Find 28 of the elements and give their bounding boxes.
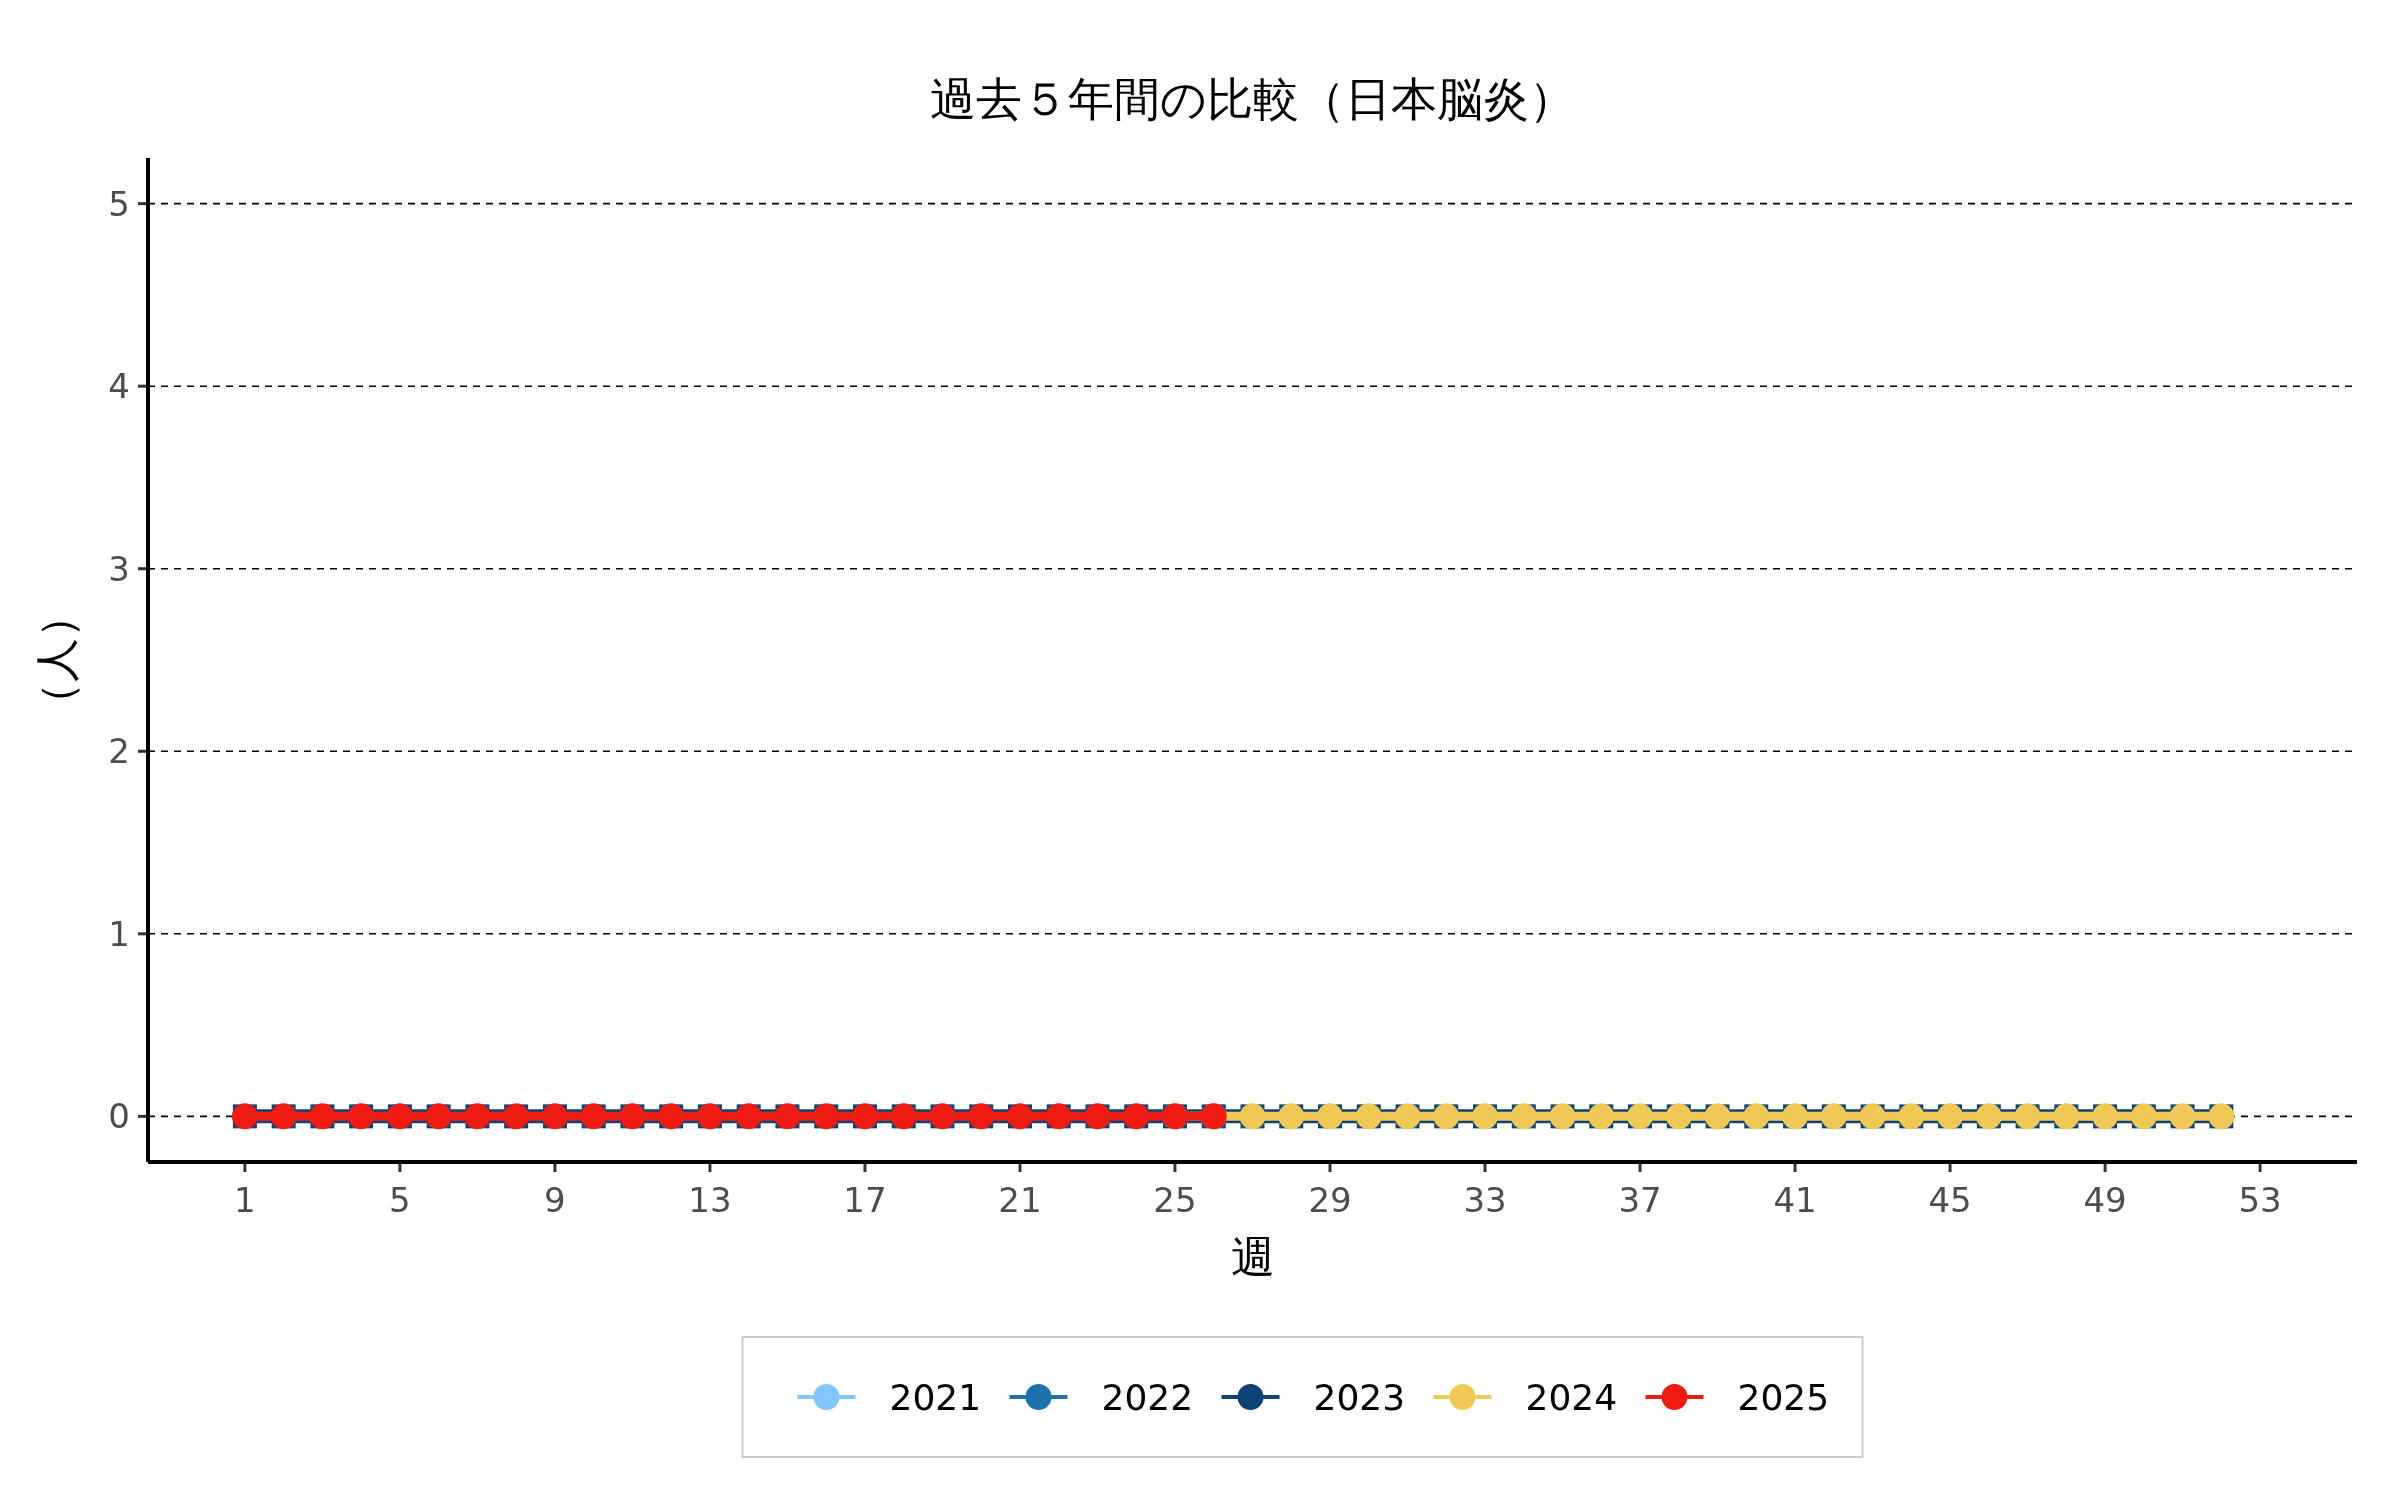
x-tick-label: 17 [843, 1180, 887, 1220]
x-tick-label: 1 [234, 1180, 256, 1220]
x-tick-label: 29 [1308, 1180, 1352, 1220]
x-tick-label: 41 [1773, 1180, 1817, 1220]
y-tick-label: 4 [108, 366, 130, 407]
x-tick-label: 9 [544, 1180, 566, 1220]
x-tick-label: 21 [998, 1180, 1042, 1220]
y-tick-label: 5 [108, 183, 130, 224]
chart-title: 過去５年間の比較（日本脳炎） [929, 72, 1575, 126]
y-tick-label: 2 [108, 731, 130, 772]
x-tick-label: 13 [688, 1180, 732, 1220]
x-tick-label: 53 [2238, 1180, 2282, 1220]
legend-label: 2022 [1101, 1377, 1194, 1418]
x-tick-label: 37 [1618, 1180, 1662, 1220]
legend-label: 2024 [1525, 1377, 1618, 1418]
y-tick-label: 1 [108, 913, 130, 954]
x-tick-label: 25 [1153, 1180, 1197, 1220]
y-tick-label: 0 [108, 1096, 130, 1137]
x-tick-label: 5 [389, 1180, 411, 1220]
x-tick-label: 45 [1928, 1180, 1972, 1220]
legend-label: 2025 [1737, 1377, 1830, 1418]
legend-label: 2023 [1313, 1377, 1406, 1418]
y-tick-label: 3 [108, 548, 130, 589]
x-tick-label: 33 [1463, 1180, 1507, 1220]
x-tick-label: 49 [2083, 1180, 2127, 1220]
x-axis-title: 週 [1230, 1231, 1275, 1282]
legend-label: 2021 [889, 1377, 982, 1418]
y-axis-title: （人） [31, 594, 82, 726]
